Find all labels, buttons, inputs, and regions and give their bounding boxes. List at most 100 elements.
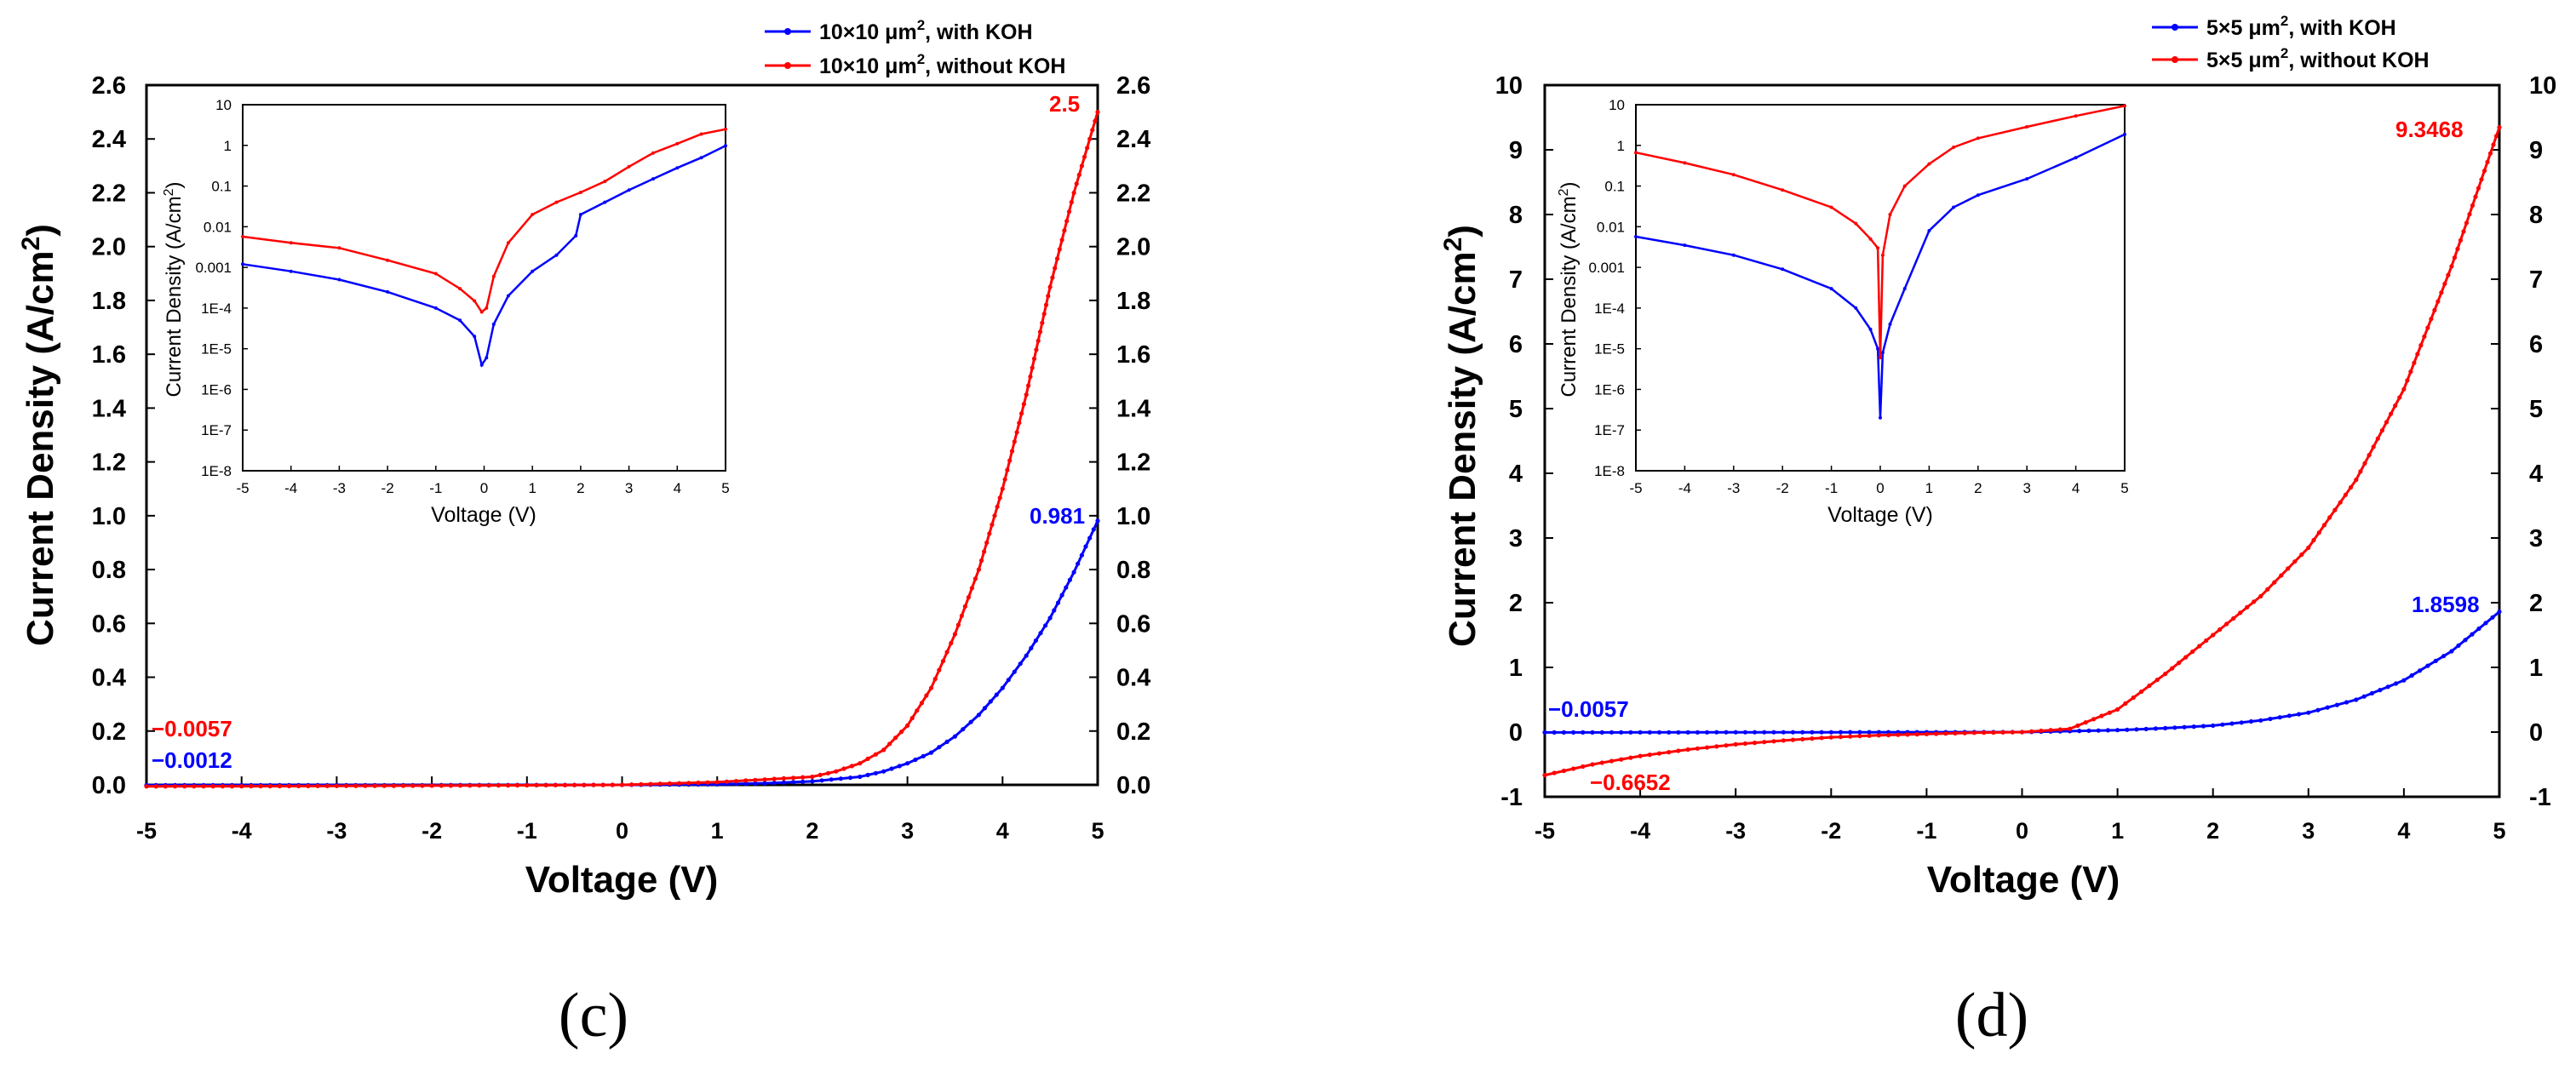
data-point: [2125, 727, 2130, 732]
data-point: [1982, 730, 1987, 735]
y-tick-label: 2.4: [92, 126, 126, 153]
data-point: [1991, 730, 1996, 735]
data-point: [1036, 338, 1041, 343]
y-tick-label-right: 4: [2529, 461, 2543, 488]
x-tick-label: 1: [711, 818, 724, 844]
data-point: [534, 782, 539, 788]
y-tick-label: 7: [1509, 266, 1523, 294]
data-point: [2393, 403, 2398, 409]
data-point: [2191, 724, 2196, 730]
inset-data-point: [1902, 184, 1907, 188]
data-point: [940, 659, 946, 664]
inset-data-point: [578, 191, 582, 194]
inset-x-tick-label: -5: [236, 480, 249, 496]
inset-data-point: [675, 141, 680, 146]
data-point: [277, 783, 282, 789]
inset-y-tick-label: 1E-7: [1594, 422, 1625, 438]
data-point: [2405, 378, 2410, 383]
data-point: [324, 783, 330, 788]
data-point: [1067, 577, 1072, 582]
data-point: [2163, 672, 2168, 677]
data-point: [2397, 395, 2402, 400]
inset-x-tick-label: -1: [1825, 480, 1838, 496]
data-point: [1619, 757, 1624, 762]
data-point: [966, 595, 971, 600]
data-point: [905, 723, 910, 729]
inset-x-tick-label: 0: [480, 480, 488, 496]
data-point: [363, 783, 368, 788]
data-point: [2497, 610, 2502, 615]
data-point: [2367, 453, 2372, 458]
data-point: [2479, 177, 2484, 182]
inset-x-tick-label: 3: [625, 480, 633, 496]
data-point: [2418, 343, 2424, 348]
data-point: [1771, 739, 1776, 744]
series-c: [144, 110, 1100, 789]
data-point: [1886, 732, 1891, 738]
y-tick-label: 6: [1509, 331, 1523, 358]
data-point: [893, 735, 898, 741]
data-point: [987, 531, 992, 536]
data-point: [743, 778, 749, 783]
data-point: [1005, 467, 1010, 472]
inset-x-tick-label: 5: [721, 480, 729, 496]
data-point: [2316, 530, 2321, 535]
data-point: [2238, 610, 2243, 615]
data-point: [841, 766, 846, 771]
data-point: [2182, 724, 2187, 730]
data-point: [1628, 755, 1633, 760]
y-tick-label-right: 2.2: [1116, 180, 1150, 207]
data-point: [1762, 740, 1767, 745]
data-point: [952, 734, 957, 739]
data-point: [2456, 643, 2461, 649]
data-point: [2311, 537, 2316, 543]
data-point: [1021, 402, 1026, 407]
inset-data-point: [2025, 177, 2029, 181]
data-point: [2010, 730, 2015, 735]
data-point: [1781, 738, 1786, 743]
inset-y-tick-labels-d: 1E-8 1E-7 1E-6 1E-5 1E-4 0.001 0.01 0.1 …: [1588, 97, 1625, 479]
x-tick-label: -5: [136, 818, 157, 844]
data-point: [1667, 730, 1672, 735]
data-point: [2220, 722, 2225, 727]
data-point: [2091, 717, 2097, 722]
data-point: [2297, 712, 2302, 717]
data-point: [1695, 730, 1700, 735]
data-point: [889, 766, 894, 771]
y-tick-label-right: 9: [2529, 137, 2543, 164]
inset-data-point: [386, 289, 390, 294]
y-tick-label: 0.2: [92, 718, 126, 746]
data-point: [315, 783, 320, 788]
y-tick-label-right: 2: [2529, 590, 2543, 617]
inset-data-point: [1888, 213, 1892, 216]
data-point: [2177, 661, 2182, 666]
data-point: [2458, 238, 2464, 243]
data-point: [2139, 689, 2144, 695]
data-point: [2325, 705, 2330, 710]
data-point: [1714, 744, 1719, 749]
inset-series-d: [1634, 104, 2126, 420]
data-point: [667, 781, 672, 787]
inset-y-tick-label: 1E-8: [1594, 463, 1625, 479]
data-point: [1542, 773, 1547, 778]
data-point: [1053, 266, 1058, 271]
data-point: [2432, 307, 2437, 312]
data-point: [2231, 615, 2236, 621]
inset-data-point: [651, 177, 655, 181]
panel-c: -5 -4 -3 -2 -1 0 1 2 3 4 5 0.0 0.2 0.4 0…: [17, 17, 1150, 1050]
data-point: [800, 779, 806, 784]
data-point: [2131, 695, 2136, 701]
data-point: [249, 783, 254, 789]
y-tick-label-right: 2.0: [1116, 234, 1150, 261]
data-point: [2204, 638, 2209, 644]
inset-data-point: [479, 363, 484, 367]
data-point: [819, 778, 824, 783]
data-point: [753, 781, 758, 787]
data-point: [2470, 203, 2476, 208]
data-label: −0.0057: [152, 716, 232, 741]
data-point: [1064, 219, 1070, 224]
inset-data-point: [574, 233, 578, 238]
data-point: [2245, 604, 2250, 610]
